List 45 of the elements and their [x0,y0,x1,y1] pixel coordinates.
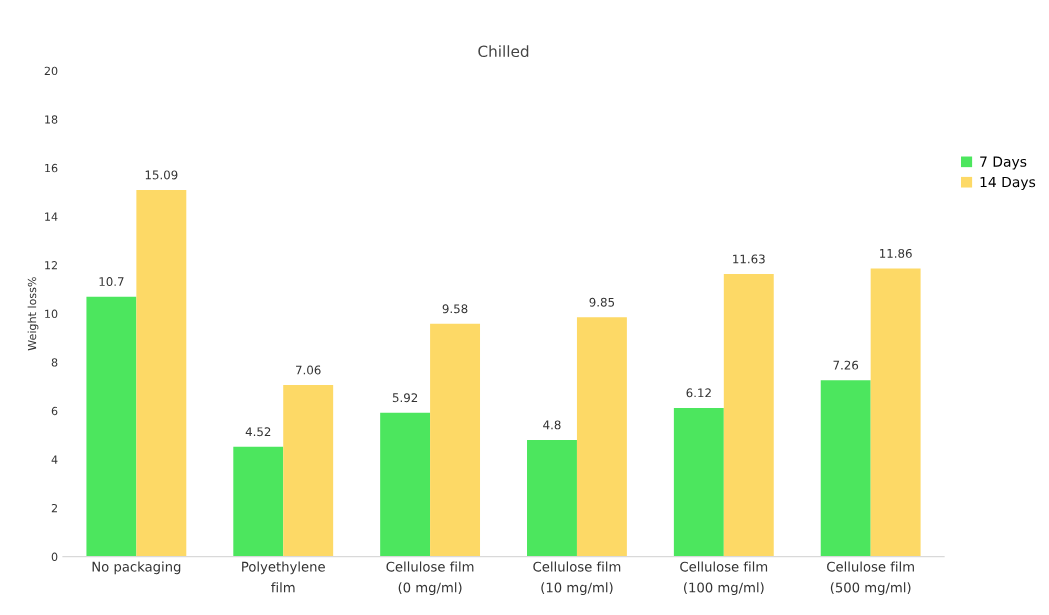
y-axis-title: Weight loss% [27,277,39,351]
y-tick-label: 18 [45,115,58,124]
y-tick-label: 4 [51,455,58,464]
bar [283,385,334,557]
y-tick-label: 12 [45,261,57,270]
y-tick-label: 10 [45,309,58,319]
bar [820,380,871,557]
data-label: 11.63 [733,254,765,264]
data-label: 4.52 [245,427,271,437]
y-tick-label: 6 [51,406,58,416]
bar [380,412,431,557]
bar [527,439,577,557]
y-tick-label: 20 [44,66,58,76]
x-tick-label: Cellulose film (100 mg/ml) [680,561,768,595]
data-label: 9.85 [589,297,615,307]
data-label: 5.92 [392,393,418,403]
bar [86,296,137,557]
bar [430,323,481,557]
x-tick-label: Polyethylene film [242,561,325,593]
y-tick-label: 8 [51,358,58,367]
y-tick-label: 14 [45,212,58,221]
data-label: 9.58 [442,304,468,314]
bar [673,407,724,557]
data-label: 10.7 [99,277,124,287]
bar [136,190,187,557]
data-label: 6.12 [686,388,711,398]
data-label: 7.26 [833,360,859,370]
bar [233,446,284,557]
bar [870,268,921,557]
data-label: 7.06 [296,365,321,375]
x-tick-label: No packaging [92,561,181,575]
y-tick-label: 0 [51,552,58,561]
data-label: 11.86 [880,248,912,258]
bar [576,317,627,557]
x-tick-label: Cellulose film (500 mg/ml) [827,561,914,595]
data-label: 4.8 [543,420,561,430]
data-label: 15.09 [145,170,178,180]
x-tick-label: Cellulose film (10 mg/ml) [533,561,621,595]
bar [723,274,774,557]
legend-label: 7 Days [980,156,1027,170]
legend-label: 14 Days [980,176,1036,190]
y-tick-label: 16 [45,163,58,173]
y-tick-label: 2 [51,503,57,513]
x-tick-label: Cellulose film (0 mg/ml) [386,561,474,595]
chart-title: Chilled [478,45,529,58]
